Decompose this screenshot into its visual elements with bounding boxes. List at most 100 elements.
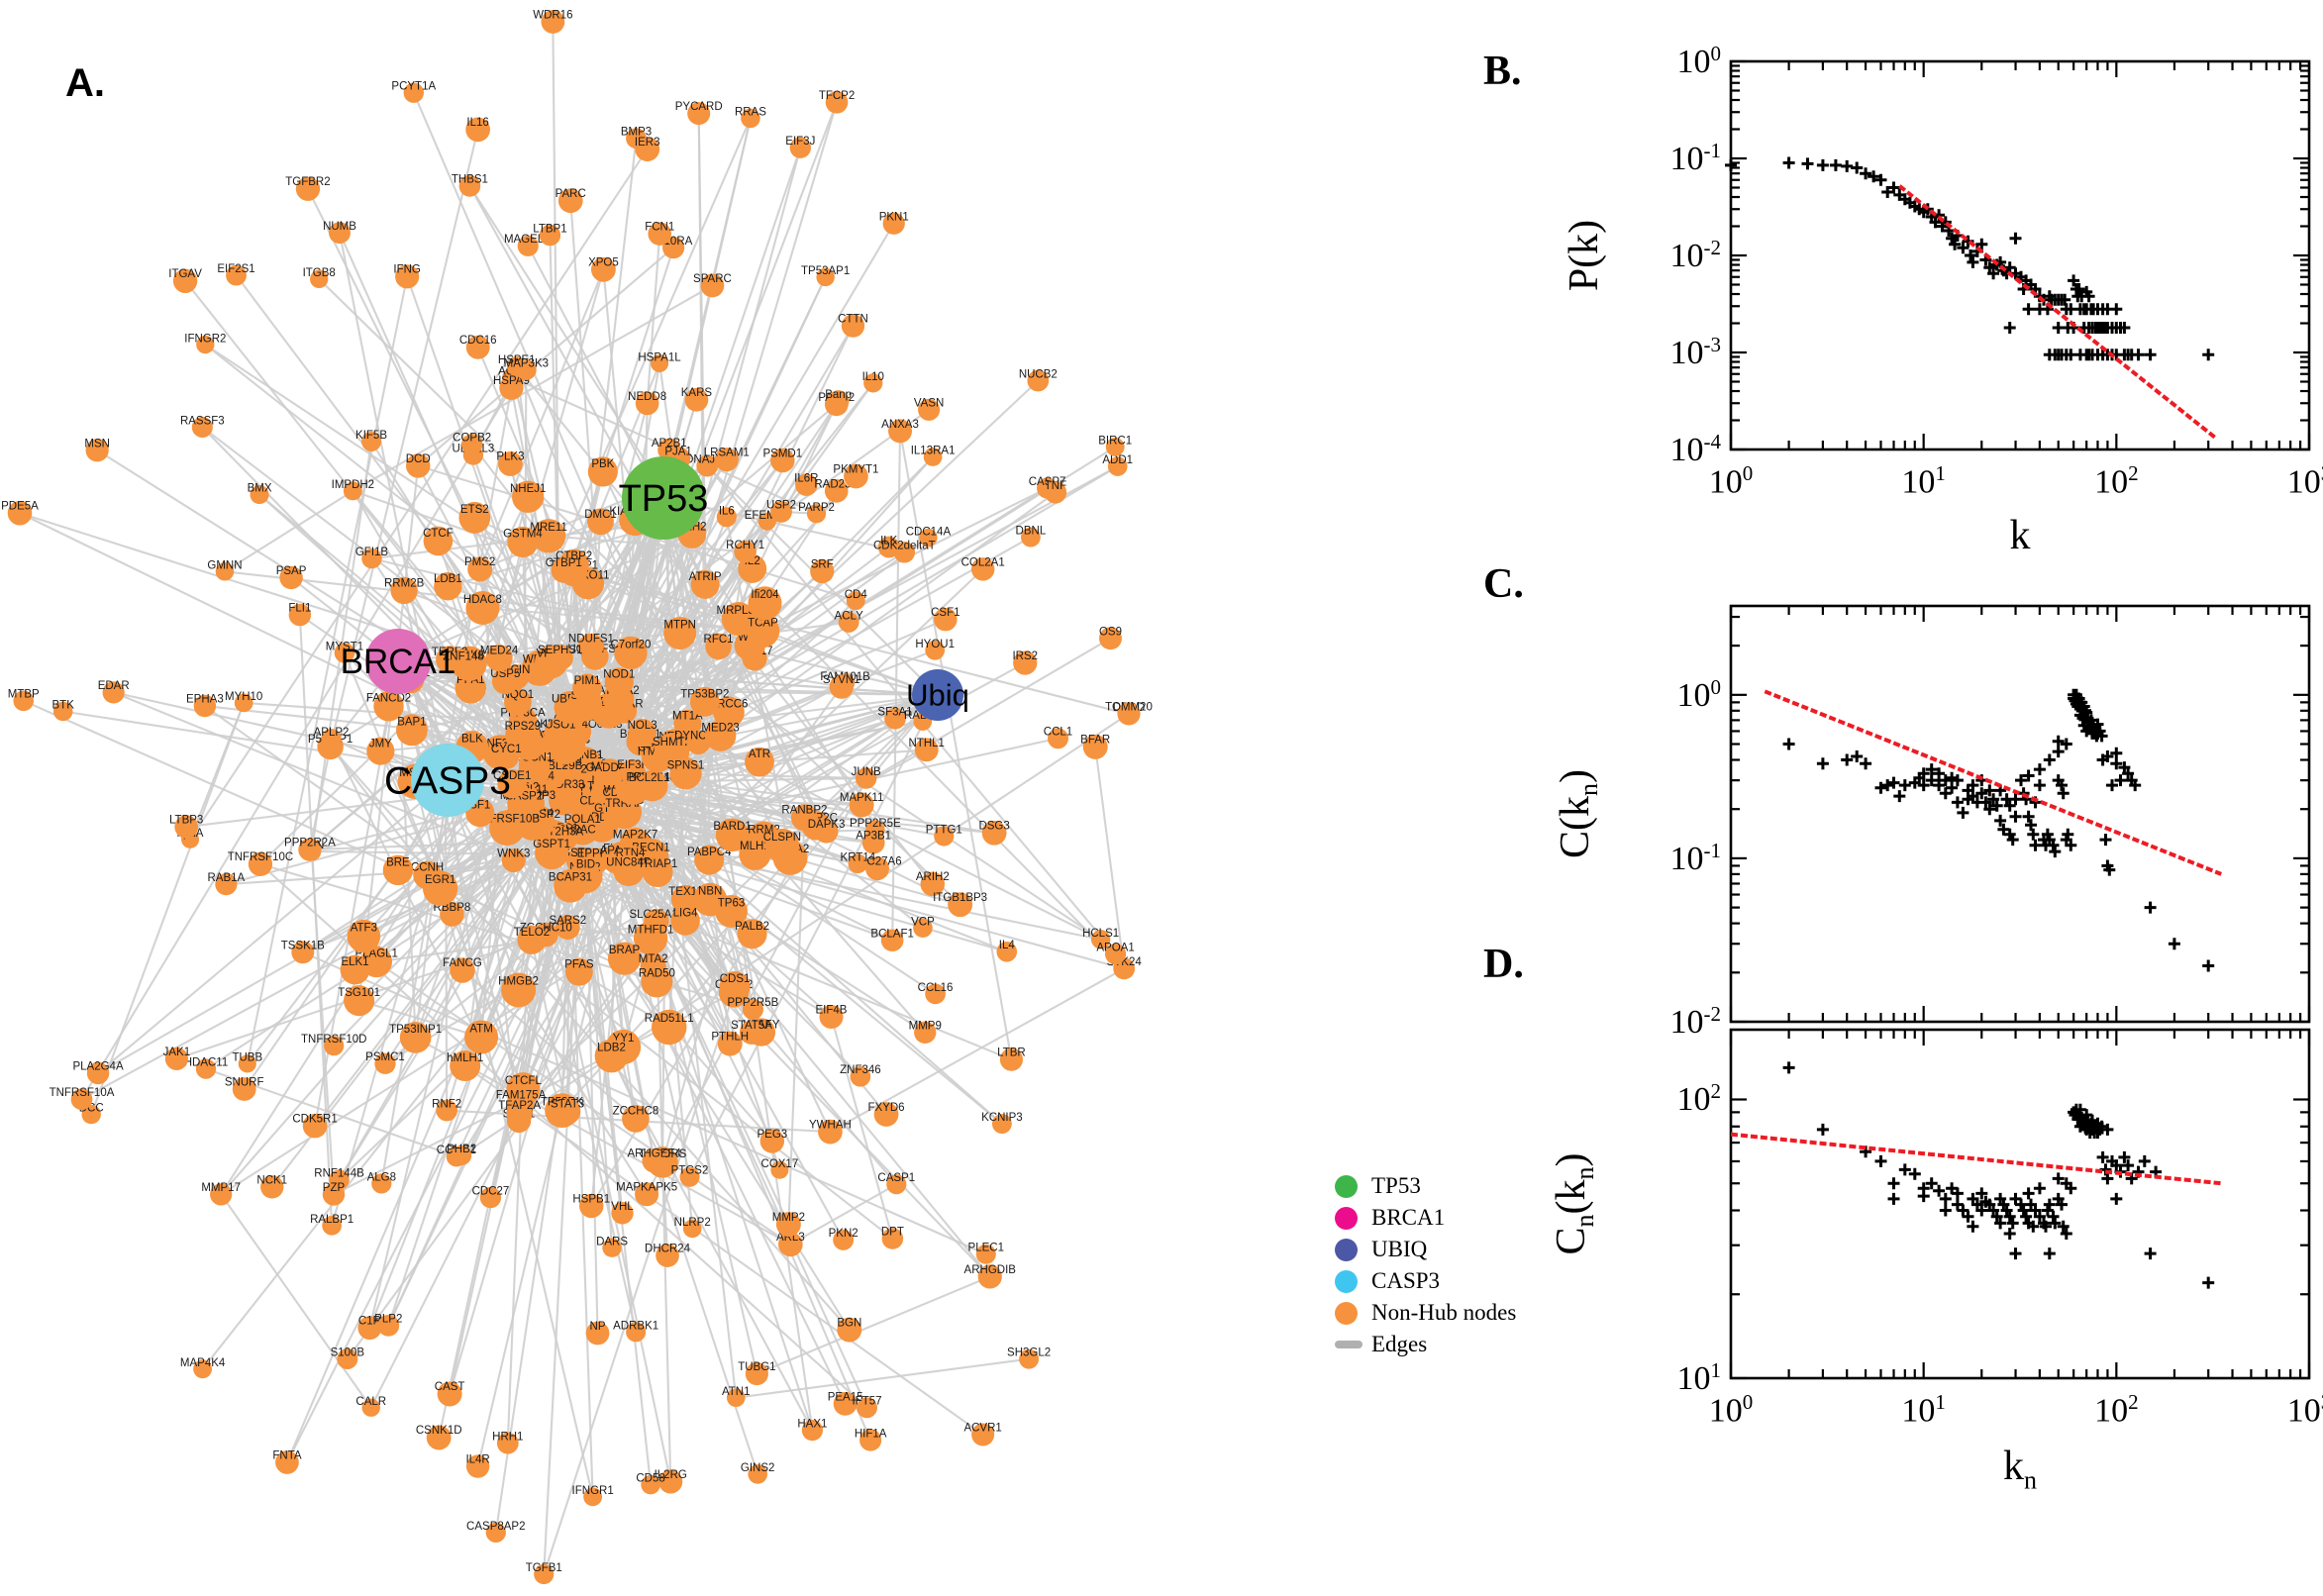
network-hub-label: CASP3 bbox=[384, 759, 511, 802]
network-node-label: PTHLH bbox=[711, 1031, 749, 1043]
network-node-label: TNF bbox=[1045, 480, 1066, 492]
network-node: CDC16 bbox=[459, 335, 497, 359]
network-node-label: GSTM4 bbox=[503, 529, 543, 541]
network-node-label: PKN2 bbox=[829, 1228, 858, 1240]
network-node-label: NOL3 bbox=[628, 720, 657, 732]
network-node-label: TUBG1 bbox=[738, 1361, 775, 1373]
network-node: IL16 bbox=[465, 117, 490, 143]
panel-label-d: D. bbox=[1483, 942, 1524, 987]
network-node: CASP1 bbox=[877, 1172, 915, 1195]
network-node-label: POLA1 bbox=[564, 814, 601, 826]
network-node-label: IFNG bbox=[393, 264, 421, 276]
network-node-label: LDB1 bbox=[434, 573, 462, 585]
network-node-label: TRIAP1 bbox=[638, 858, 677, 870]
x-axis-tick-label: 103 bbox=[2286, 1392, 2323, 1430]
network-node-label: PPP2R5B bbox=[728, 997, 779, 1009]
network-node: PIM1 bbox=[572, 673, 602, 704]
network-node: EIF2S1 bbox=[217, 263, 255, 286]
network-node-label: TNFRSF10C bbox=[228, 851, 293, 863]
network-node-label: TNFRSF10D bbox=[301, 1034, 366, 1046]
network-node-label: FNTA bbox=[272, 1449, 302, 1461]
network-node: C1R bbox=[357, 1316, 382, 1341]
network-node-label: C1R bbox=[358, 1316, 381, 1328]
network-node-label: BLK bbox=[461, 734, 483, 746]
network-node-label: IRS2 bbox=[1012, 650, 1038, 662]
network-node-label: GMNN bbox=[207, 560, 242, 572]
network-node-label: CSDE1 bbox=[493, 770, 531, 782]
network-node-label: CTBP1 bbox=[546, 557, 582, 569]
network-node-label: Ifi204 bbox=[751, 589, 779, 601]
network-node-label: CSNK1D bbox=[416, 1425, 462, 1437]
network-node-label: PJA1 bbox=[664, 447, 692, 458]
network-node: RASSF3 bbox=[180, 415, 225, 439]
network-node-label: ZNF346 bbox=[840, 1064, 881, 1076]
network-node: IER3 bbox=[635, 137, 660, 161]
network-node: DBNL bbox=[1016, 526, 1047, 548]
network-node-label: CDK2deltaT bbox=[873, 541, 936, 552]
network-hub-casp3: CASP3 bbox=[384, 744, 511, 817]
legend-item-non-hub-nodes: Non-Hub nodes bbox=[1335, 1297, 1516, 1329]
network-node: PSAP bbox=[276, 565, 307, 590]
network-node: LDB2 bbox=[594, 1039, 629, 1073]
network-node: IFT57 bbox=[853, 1396, 882, 1419]
network-node: PLEC1 bbox=[968, 1243, 1004, 1264]
network-node-label: MAP4K4 bbox=[180, 1357, 226, 1369]
y-axis-tick-label: 100 bbox=[1676, 674, 1722, 714]
network-node-label: MLH1 bbox=[740, 841, 770, 852]
network-node: EIF3J bbox=[785, 136, 815, 158]
network-node: RAB1A bbox=[208, 872, 246, 896]
network-node-label: MYST1 bbox=[326, 641, 363, 652]
network-node: NHEJ1 bbox=[510, 480, 546, 513]
y-axis-tick-label: 10-1 bbox=[1669, 838, 1722, 878]
network-node-label: HDAC11 bbox=[184, 1057, 229, 1069]
network-node-label: BCL2L10 bbox=[629, 772, 676, 784]
network-node: IL13RA1 bbox=[911, 446, 955, 466]
network-node: TNFRSF10C bbox=[228, 851, 293, 876]
network-node-label: RASSF3 bbox=[180, 415, 225, 427]
panel-label-b: B. bbox=[1483, 49, 1522, 94]
network-node: PSMC1 bbox=[365, 1051, 405, 1074]
fit-line bbox=[1764, 689, 2222, 876]
network-node-label: JAK1 bbox=[163, 1047, 191, 1058]
network-node-label: PHB2 bbox=[447, 1144, 476, 1155]
network-node: TFCP2 bbox=[819, 90, 855, 114]
network-node-label: CCL16 bbox=[918, 982, 954, 994]
network-node-label: CSF1 bbox=[931, 607, 960, 619]
network-node-label: LTBP1 bbox=[533, 223, 566, 235]
network-node-label: MED24 bbox=[480, 646, 519, 657]
network-node: HDAC8 bbox=[463, 590, 502, 625]
network-node-label: HMGB2 bbox=[498, 976, 539, 988]
network-node-label: PSMD1 bbox=[762, 448, 802, 459]
network-node-label: VCP bbox=[911, 916, 935, 928]
network-legend: TP53 BRCA1 UBIQ CASP3 Non-Hub nodes Edges bbox=[1335, 1170, 1516, 1360]
network-node: FANCD2 bbox=[366, 691, 411, 722]
network-node: BARD1 bbox=[713, 818, 752, 851]
network-node: PDE5A bbox=[1, 501, 39, 526]
network-node: EIF4B bbox=[816, 1004, 848, 1030]
network-node-label: THBS1 bbox=[452, 174, 488, 186]
x-axis-tick-label: 101 bbox=[1901, 461, 1946, 501]
network-node: PKMYT1 bbox=[833, 463, 878, 489]
network-node-label: WDR16 bbox=[533, 9, 572, 21]
network-node-label: PLA2G4A bbox=[72, 1061, 123, 1073]
network-node: PARP2 bbox=[798, 502, 835, 524]
network-node: HYOU1 bbox=[915, 639, 955, 660]
legend-item-tp53: TP53 bbox=[1335, 1170, 1516, 1202]
network-node-label: S100B bbox=[331, 1347, 365, 1358]
y-axis-title: C(kn) bbox=[1552, 769, 1604, 858]
network-node-label: BFAR bbox=[1080, 735, 1110, 747]
network-node-label: NLRP2 bbox=[674, 1217, 711, 1229]
network-node: JUNB bbox=[852, 766, 881, 789]
network-node-label: RAD50 bbox=[639, 968, 675, 980]
network-node-label: MSN bbox=[84, 438, 110, 449]
network-node: WDR16 bbox=[533, 9, 572, 34]
network-node-label: IL2RG bbox=[655, 1469, 687, 1481]
network-node-label: CTCFL bbox=[505, 1075, 543, 1087]
network-node-label: EIF3F bbox=[617, 759, 648, 771]
network-node: TFAP2A bbox=[498, 1099, 541, 1127]
network-node: NTHL1 bbox=[908, 738, 945, 762]
legend-item-casp3: CASP3 bbox=[1335, 1265, 1516, 1297]
network-hub-tp53: TP53 bbox=[619, 456, 708, 540]
network-node: UNC84B bbox=[606, 854, 652, 887]
